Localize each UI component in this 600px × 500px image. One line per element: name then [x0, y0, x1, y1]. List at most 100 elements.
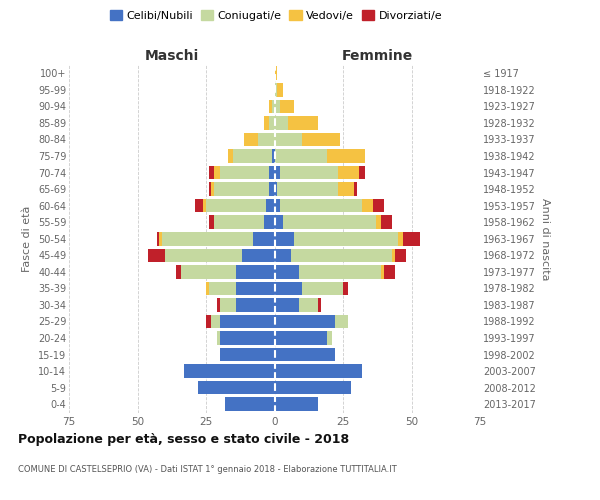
- Bar: [403, 232, 420, 245]
- Bar: [392, 248, 395, 262]
- Bar: [275, 66, 277, 80]
- Bar: [398, 232, 403, 245]
- Bar: [160, 232, 162, 245]
- Bar: [148, 248, 165, 262]
- Bar: [217, 332, 220, 345]
- Bar: [258, 132, 275, 146]
- Bar: [209, 182, 211, 196]
- Bar: [291, 248, 392, 262]
- Text: Popolazione per età, sesso e stato civile - 2018: Popolazione per età, sesso e stato civil…: [18, 432, 349, 446]
- Bar: [220, 298, 236, 312]
- Bar: [176, 265, 181, 278]
- Bar: [280, 100, 293, 113]
- Bar: [275, 248, 291, 262]
- Bar: [277, 83, 283, 96]
- Bar: [275, 298, 299, 312]
- Bar: [228, 149, 233, 163]
- Bar: [236, 298, 275, 312]
- Bar: [275, 314, 335, 328]
- Bar: [338, 166, 359, 179]
- Y-axis label: Fasce di età: Fasce di età: [22, 206, 32, 272]
- Y-axis label: Anni di nascita: Anni di nascita: [539, 198, 550, 280]
- Bar: [275, 232, 293, 245]
- Bar: [359, 166, 365, 179]
- Bar: [302, 282, 343, 295]
- Bar: [299, 265, 382, 278]
- Bar: [195, 199, 203, 212]
- Bar: [293, 232, 398, 245]
- Bar: [275, 116, 288, 130]
- Text: COMUNE DI CASTELSEPRIO (VA) - Dati ISTAT 1° gennaio 2018 - Elaborazione TUTTITAL: COMUNE DI CASTELSEPRIO (VA) - Dati ISTAT…: [18, 466, 397, 474]
- Bar: [275, 364, 362, 378]
- Bar: [338, 182, 354, 196]
- Bar: [209, 166, 214, 179]
- Bar: [335, 314, 349, 328]
- Bar: [354, 182, 357, 196]
- Bar: [275, 381, 351, 394]
- Text: Femmine: Femmine: [341, 48, 413, 62]
- Bar: [362, 199, 373, 212]
- Bar: [266, 199, 275, 212]
- Bar: [209, 216, 214, 229]
- Bar: [206, 314, 211, 328]
- Bar: [275, 348, 335, 362]
- Bar: [165, 248, 242, 262]
- Bar: [275, 398, 319, 411]
- Bar: [395, 248, 406, 262]
- Bar: [206, 199, 266, 212]
- Bar: [269, 116, 275, 130]
- Bar: [280, 199, 362, 212]
- Bar: [288, 116, 319, 130]
- Bar: [275, 83, 277, 96]
- Bar: [233, 149, 272, 163]
- Text: Maschi: Maschi: [145, 48, 199, 62]
- Bar: [214, 182, 269, 196]
- Bar: [206, 282, 209, 295]
- Bar: [275, 265, 299, 278]
- Bar: [269, 166, 275, 179]
- Bar: [263, 216, 275, 229]
- Bar: [302, 132, 340, 146]
- Bar: [157, 232, 160, 245]
- Bar: [220, 314, 275, 328]
- Bar: [220, 348, 275, 362]
- Bar: [242, 248, 275, 262]
- Bar: [269, 182, 275, 196]
- Bar: [326, 149, 365, 163]
- Bar: [299, 298, 319, 312]
- Bar: [181, 265, 236, 278]
- Bar: [280, 166, 338, 179]
- Bar: [214, 216, 263, 229]
- Bar: [272, 100, 275, 113]
- Bar: [263, 116, 269, 130]
- Bar: [220, 332, 275, 345]
- Legend: Celibi/Nubili, Coniugati/e, Vedovi/e, Divorziati/e: Celibi/Nubili, Coniugati/e, Vedovi/e, Di…: [106, 6, 446, 25]
- Bar: [272, 149, 275, 163]
- Bar: [214, 166, 220, 179]
- Bar: [209, 282, 236, 295]
- Bar: [275, 166, 280, 179]
- Bar: [275, 216, 283, 229]
- Bar: [275, 199, 280, 212]
- Bar: [269, 100, 272, 113]
- Bar: [198, 381, 275, 394]
- Bar: [275, 132, 302, 146]
- Bar: [244, 132, 258, 146]
- Bar: [203, 199, 206, 212]
- Bar: [236, 282, 275, 295]
- Bar: [225, 398, 275, 411]
- Bar: [319, 298, 321, 312]
- Bar: [376, 216, 382, 229]
- Bar: [382, 265, 384, 278]
- Bar: [236, 265, 275, 278]
- Bar: [211, 314, 220, 328]
- Bar: [275, 332, 326, 345]
- Bar: [326, 332, 332, 345]
- Bar: [384, 265, 395, 278]
- Bar: [217, 298, 220, 312]
- Bar: [275, 282, 302, 295]
- Bar: [211, 182, 214, 196]
- Bar: [184, 364, 275, 378]
- Bar: [277, 182, 338, 196]
- Bar: [283, 216, 376, 229]
